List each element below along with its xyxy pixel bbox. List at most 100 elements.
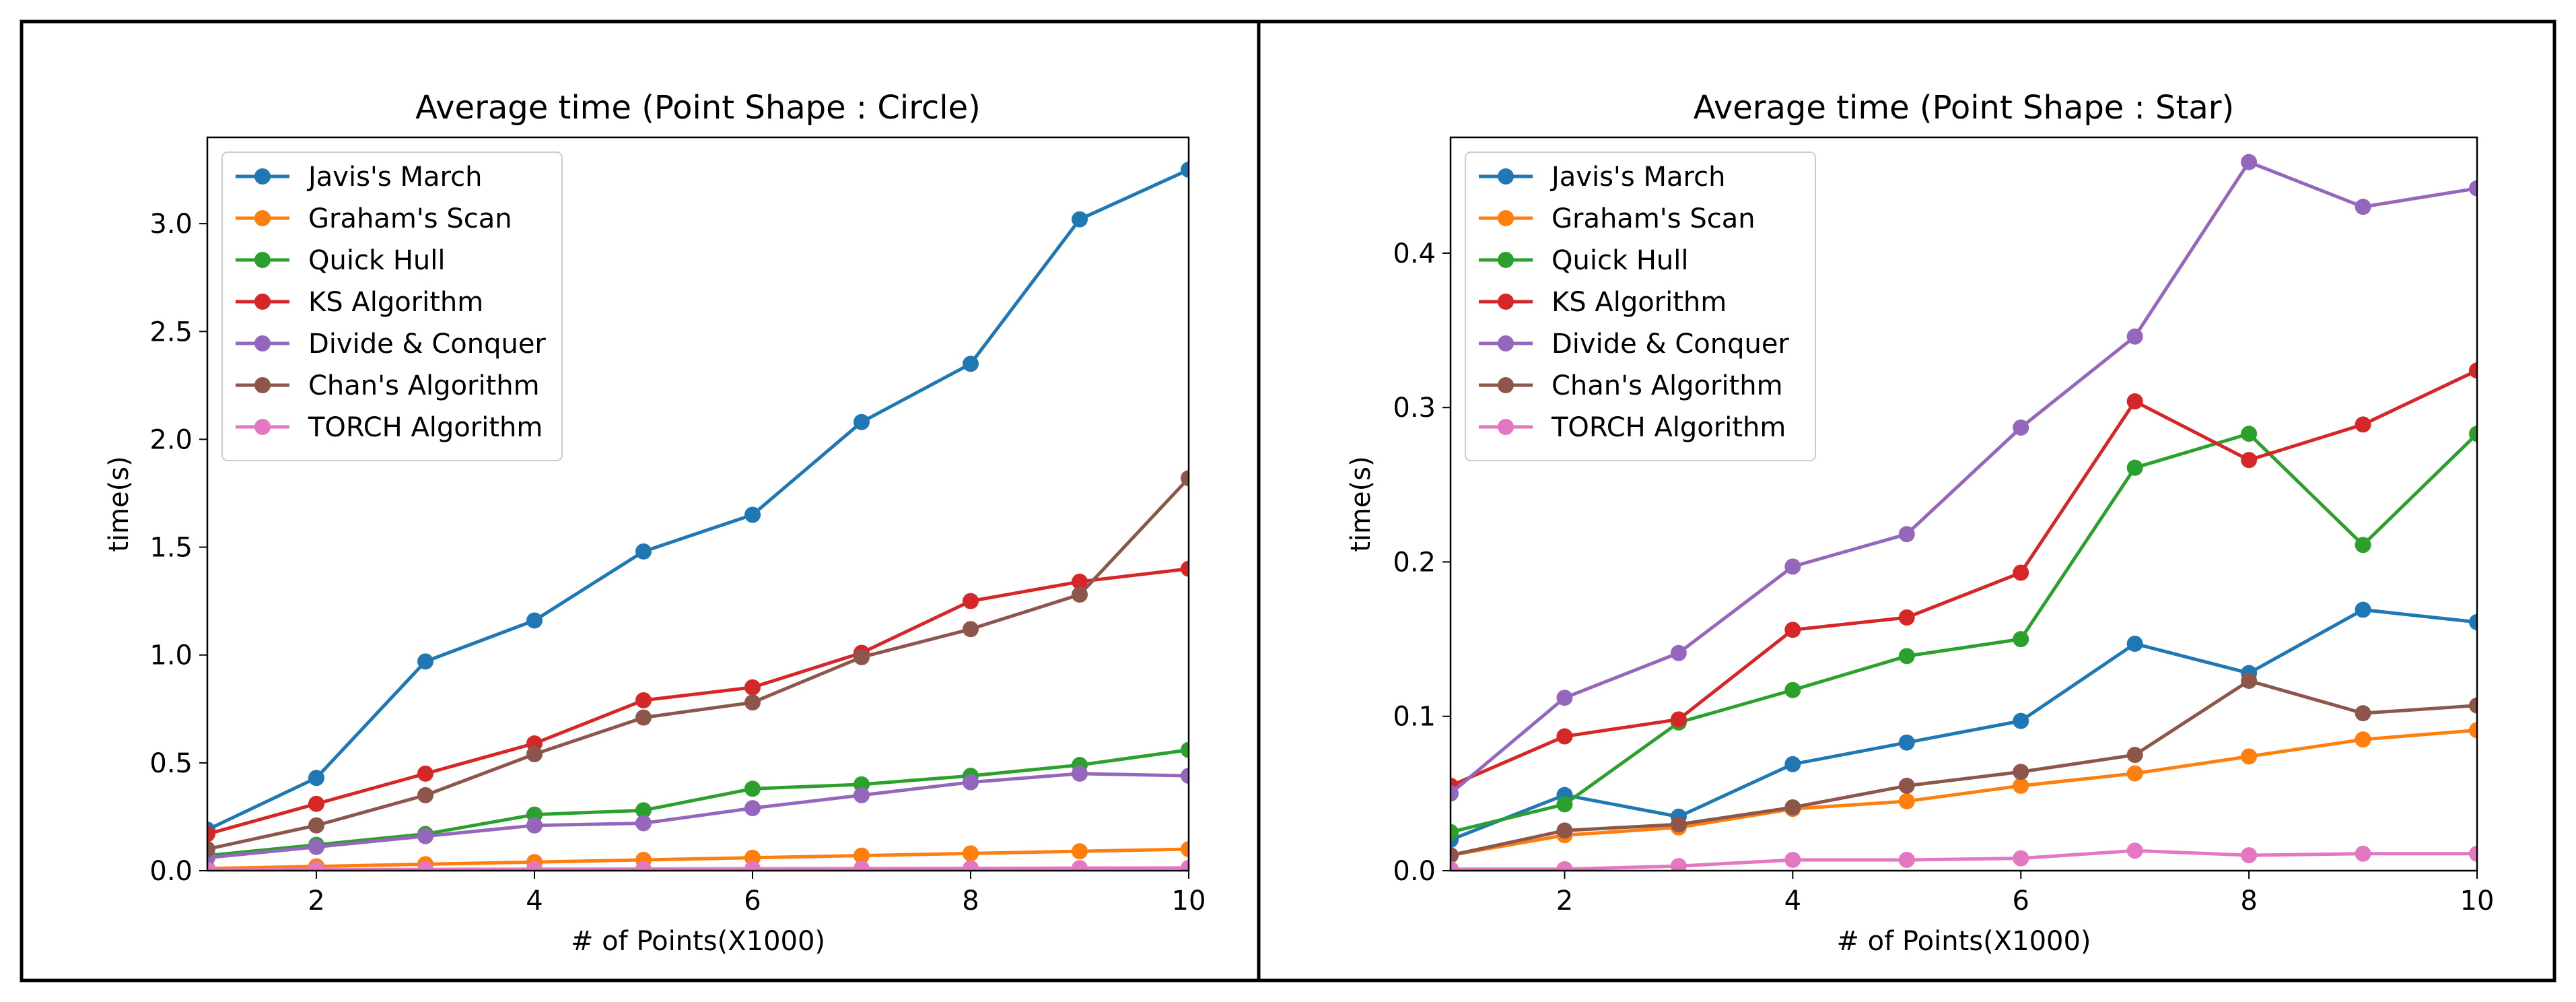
- legend-marker: [254, 210, 271, 226]
- series-quick-hull-line: [207, 748, 1189, 858]
- legend-box: [221, 152, 563, 461]
- y-tick-label: 0.5: [149, 748, 193, 779]
- legend-marker: [254, 168, 271, 185]
- series-divide-conquer-point: [2013, 420, 2029, 436]
- series-javis-s-march-line: [1450, 608, 2478, 842]
- series-torch-algorithm-point: [1181, 859, 1189, 871]
- legend-marker: [1498, 252, 1514, 268]
- x-axis-label: # of Points(X1000): [571, 926, 825, 957]
- series-ks-algorithm-point: [2126, 393, 2143, 410]
- series-graham-s-scan-point: [854, 847, 870, 864]
- legend-marker: [1498, 294, 1514, 310]
- series-chan-s-algorithm-point: [308, 817, 324, 834]
- series-javis-s-march-point: [2355, 601, 2371, 618]
- x-tick-label: 10: [2460, 886, 2495, 916]
- legend-label: TORCH Algorithm: [1551, 412, 1786, 443]
- x-tick-label: 4: [1784, 886, 1801, 916]
- series-javis-s-march-point: [526, 612, 543, 629]
- series-chan-s-algorithm-point: [963, 621, 979, 638]
- series-ks-algorithm-point: [2469, 362, 2478, 379]
- legend-label: Divide & Conquer: [308, 329, 546, 360]
- y-tick-label: 0.0: [149, 856, 193, 887]
- legend-label: Quick Hull: [308, 245, 445, 276]
- series-divide-conquer-point: [2469, 180, 2478, 197]
- y-tick-label: 0.4: [1393, 238, 1436, 269]
- series-chan-s-algorithm-point: [635, 709, 652, 726]
- series-chan-s-algorithm-point: [1784, 799, 1801, 816]
- legend-marker: [1498, 168, 1514, 185]
- series-chan-s-algorithm-point: [854, 648, 870, 665]
- series-torch-algorithm-point: [207, 862, 215, 871]
- legend-marker: [254, 294, 271, 310]
- x-tick-label: 8: [962, 886, 979, 916]
- series-chan-s-algorithm-line: [1450, 679, 2478, 857]
- legend-label: Chan's Algorithm: [1552, 370, 1783, 401]
- series-quick-hull-point: [1181, 741, 1189, 758]
- series-javis-s-march-point: [2469, 613, 2478, 630]
- series-chan-s-algorithm-point: [1670, 816, 1687, 833]
- legend-label: KS Algorithm: [1552, 287, 1727, 318]
- legend-marker: [254, 419, 271, 435]
- legend-marker: [1498, 419, 1514, 435]
- series-torch-algorithm-point: [635, 861, 652, 871]
- series-javis-s-march-point: [417, 653, 433, 670]
- series-graham-s-scan-line: [1450, 728, 2478, 857]
- chart-panel-star: Average time (Point Shape : Star) 2 4 6 8 10 0…: [1346, 89, 2494, 957]
- series-torch-algorithm-point: [854, 860, 870, 871]
- series-divide-conquer-point: [854, 787, 870, 803]
- series-torch-algorithm-line: [207, 866, 1189, 871]
- series-graham-s-scan-point: [2355, 731, 2371, 748]
- y-tick-label: 2.0: [149, 424, 193, 455]
- y-axis-label: time(s): [1346, 456, 1377, 552]
- y-tick-label: 0.3: [1393, 393, 1436, 424]
- series-torch-algorithm-point: [2355, 845, 2371, 862]
- series-ks-algorithm-line: [1450, 368, 2478, 788]
- series-javis-s-march-point: [854, 413, 870, 430]
- x-tick-label: 6: [744, 886, 761, 916]
- series-quick-hull-point: [2241, 426, 2258, 442]
- series-graham-s-scan-point: [1072, 843, 1088, 860]
- series-torch-algorithm-line: [1451, 848, 2477, 871]
- legend-marker: [1498, 377, 1514, 393]
- series-chan-s-algorithm-point: [2469, 697, 2478, 714]
- series-quick-hull-point: [1784, 681, 1801, 698]
- series-torch-algorithm-point: [744, 861, 761, 871]
- series-ks-algorithm-point: [1784, 622, 1801, 638]
- x-tick-label: 4: [526, 886, 543, 916]
- series-ks-algorithm-point: [1556, 728, 1573, 745]
- series-javis-s-march-point: [1181, 162, 1189, 178]
- series-chan-s-algorithm-line: [207, 477, 1189, 851]
- series-ks-algorithm-point: [308, 795, 324, 812]
- legend-label: Graham's Scan: [1552, 203, 1755, 234]
- series-javis-s-march-point: [1784, 756, 1801, 772]
- series-torch-algorithm-point: [1556, 861, 1573, 871]
- series-divide-conquer-point: [1784, 558, 1801, 575]
- legend-label: Chan's Algorithm: [308, 370, 540, 401]
- x-tick-label: 6: [2012, 886, 2029, 916]
- series-quick-hull-point: [2469, 426, 2478, 442]
- series-quick-hull-point: [744, 780, 761, 797]
- series-chan-s-algorithm-point: [526, 746, 543, 763]
- legend-label: Javis's March: [1550, 162, 1725, 193]
- series-quick-hull-point: [2126, 459, 2143, 476]
- series-javis-s-march-point: [1072, 211, 1088, 228]
- series-torch-algorithm-point: [308, 861, 324, 871]
- series-divide-conquer-point: [744, 800, 761, 817]
- series-torch-algorithm-point: [1450, 861, 1459, 871]
- series-divide-conquer-point: [1556, 690, 1573, 706]
- series-divide-conquer-point: [963, 774, 979, 791]
- y-tick-label: 0.1: [1393, 702, 1436, 733]
- legend-label: Graham's Scan: [308, 203, 512, 234]
- y-tick-label: 2.5: [149, 316, 193, 347]
- series-torch-algorithm-point: [2241, 847, 2258, 864]
- y-tick-label: 3.0: [149, 209, 193, 240]
- chart-title: Average time (Point Shape : Circle): [415, 89, 981, 127]
- series-divide-conquer-point: [1450, 785, 1459, 802]
- y-tick-label: 1.5: [149, 533, 193, 564]
- series-torch-algorithm-point: [2126, 842, 2143, 859]
- series-graham-s-scan-point: [1898, 793, 1915, 809]
- legend-marker: [254, 335, 271, 352]
- series-quick-hull-point: [1450, 824, 1459, 840]
- series-quick-hull-point: [1556, 796, 1573, 813]
- series-divide-conquer-line: [1450, 160, 2478, 795]
